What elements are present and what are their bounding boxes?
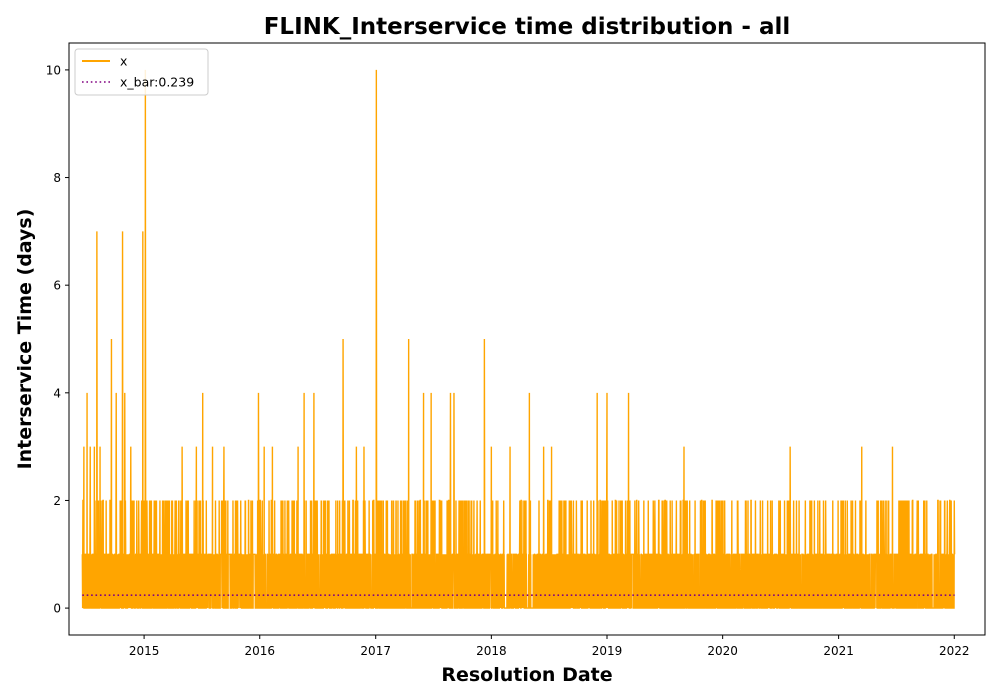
- y-tick-label: 6: [53, 279, 61, 293]
- legend-label-x: x: [120, 54, 127, 69]
- y-tick-label: 10: [46, 63, 61, 77]
- y-tick-label: 2: [53, 494, 61, 508]
- x-tick-label: 2020: [707, 644, 738, 658]
- x-tick-label: 2015: [129, 644, 160, 658]
- x-tick-label: 2016: [244, 644, 275, 658]
- y-axis: 0 2 4 6 8 10: [46, 63, 69, 616]
- chart-title: FLINK_Interservice time distribution - a…: [264, 14, 791, 40]
- x-axis-title: Resolution Date: [441, 664, 612, 686]
- x-tick-label: 2022: [939, 644, 970, 658]
- legend-label-x-bar: x_bar:0.239: [120, 75, 194, 90]
- y-axis-title: Interservice Time (days): [14, 209, 36, 470]
- series-line-x: [81, 69, 956, 609]
- y-tick-label: 0: [53, 602, 61, 616]
- legend: x x_bar:0.239: [74, 48, 209, 96]
- axes-frame: [68, 42, 986, 636]
- y-tick-label: 8: [53, 171, 61, 185]
- series-layer: [81, 69, 956, 609]
- x-tick-label: 2018: [476, 644, 507, 658]
- x-tick-label: 2017: [360, 644, 391, 658]
- plot-area: [68, 42, 986, 636]
- y-tick-label: 4: [53, 386, 61, 400]
- x-tick-label: 2019: [592, 644, 623, 658]
- x-axis: 2015 2016 2017 2018 2019 2020 2021 2022: [129, 635, 970, 658]
- x-tick-label: 2021: [823, 644, 854, 658]
